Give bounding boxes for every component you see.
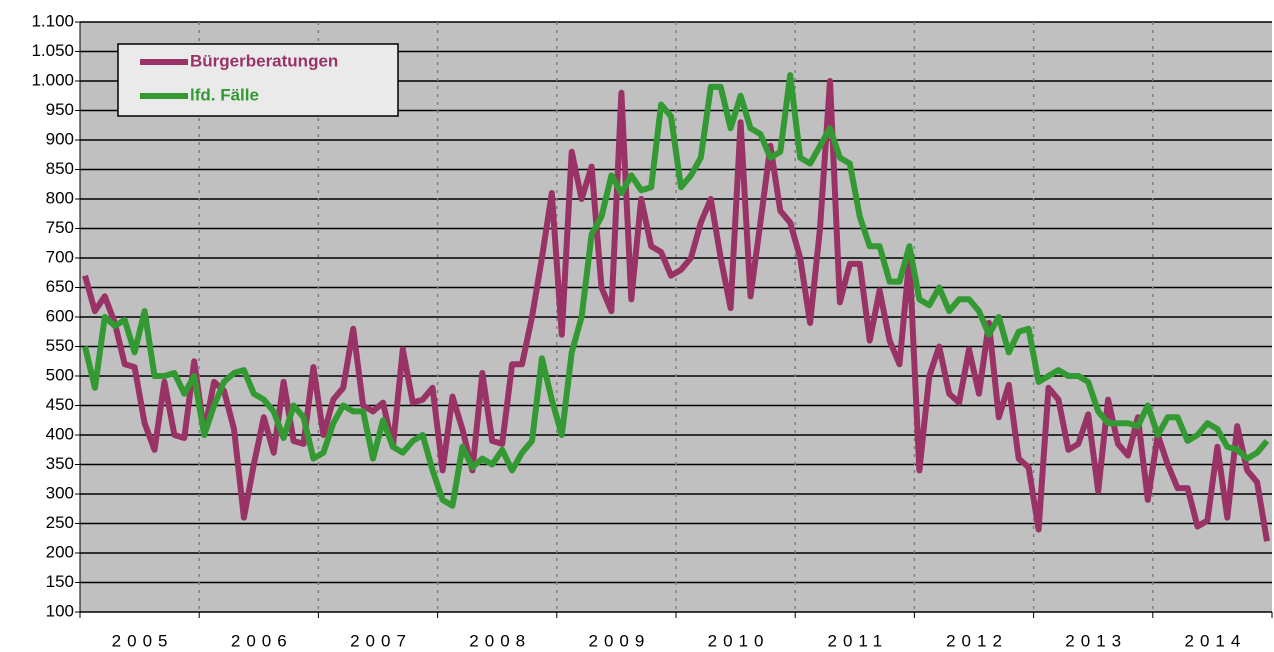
y-tick-label: 700: [46, 247, 74, 266]
y-tick-label: 800: [46, 188, 74, 207]
y-tick-label: 300: [46, 483, 74, 502]
y-tick-label: 950: [46, 100, 74, 119]
y-tick-label: 150: [46, 572, 74, 591]
y-tick-label: 100: [46, 601, 74, 620]
x-tick-label: 2008: [469, 631, 531, 650]
y-tick-label: 550: [46, 336, 74, 355]
x-tick-label: 2009: [588, 631, 650, 650]
y-tick-label: 750: [46, 218, 74, 237]
x-tick-label: 2013: [1065, 631, 1127, 650]
y-tick-label: 900: [46, 129, 74, 148]
y-tick-label: 450: [46, 395, 74, 414]
x-tick-label: 2012: [946, 631, 1008, 650]
y-tick-label: 250: [46, 513, 74, 532]
x-tick-label: 2010: [708, 631, 770, 650]
y-tick-label: 1.000: [31, 70, 74, 89]
legend-label: lfd. Fälle: [190, 85, 259, 104]
legend-box: [117, 43, 399, 117]
series-line: [82, 78, 1270, 542]
y-tick-label: 1.050: [31, 41, 74, 60]
y-tick-label: 850: [46, 159, 74, 178]
y-tick-label: 200: [46, 542, 74, 561]
x-tick-label: 2014: [1184, 631, 1246, 650]
y-tick-label: 1.100: [31, 11, 74, 30]
x-tick-label: 2005: [112, 631, 174, 650]
series-line: [82, 72, 1270, 509]
x-tick-label: 2007: [350, 631, 412, 650]
x-tick-label: 2011: [828, 631, 889, 650]
legend-label: Bürgerberatungen: [190, 51, 338, 70]
y-tick-label: 600: [46, 306, 74, 325]
x-tick-label: 2006: [231, 631, 293, 650]
y-tick-label: 400: [46, 424, 74, 443]
y-tick-label: 650: [46, 277, 74, 296]
y-tick-label: 500: [46, 365, 74, 384]
y-tick-label: 350: [46, 454, 74, 473]
